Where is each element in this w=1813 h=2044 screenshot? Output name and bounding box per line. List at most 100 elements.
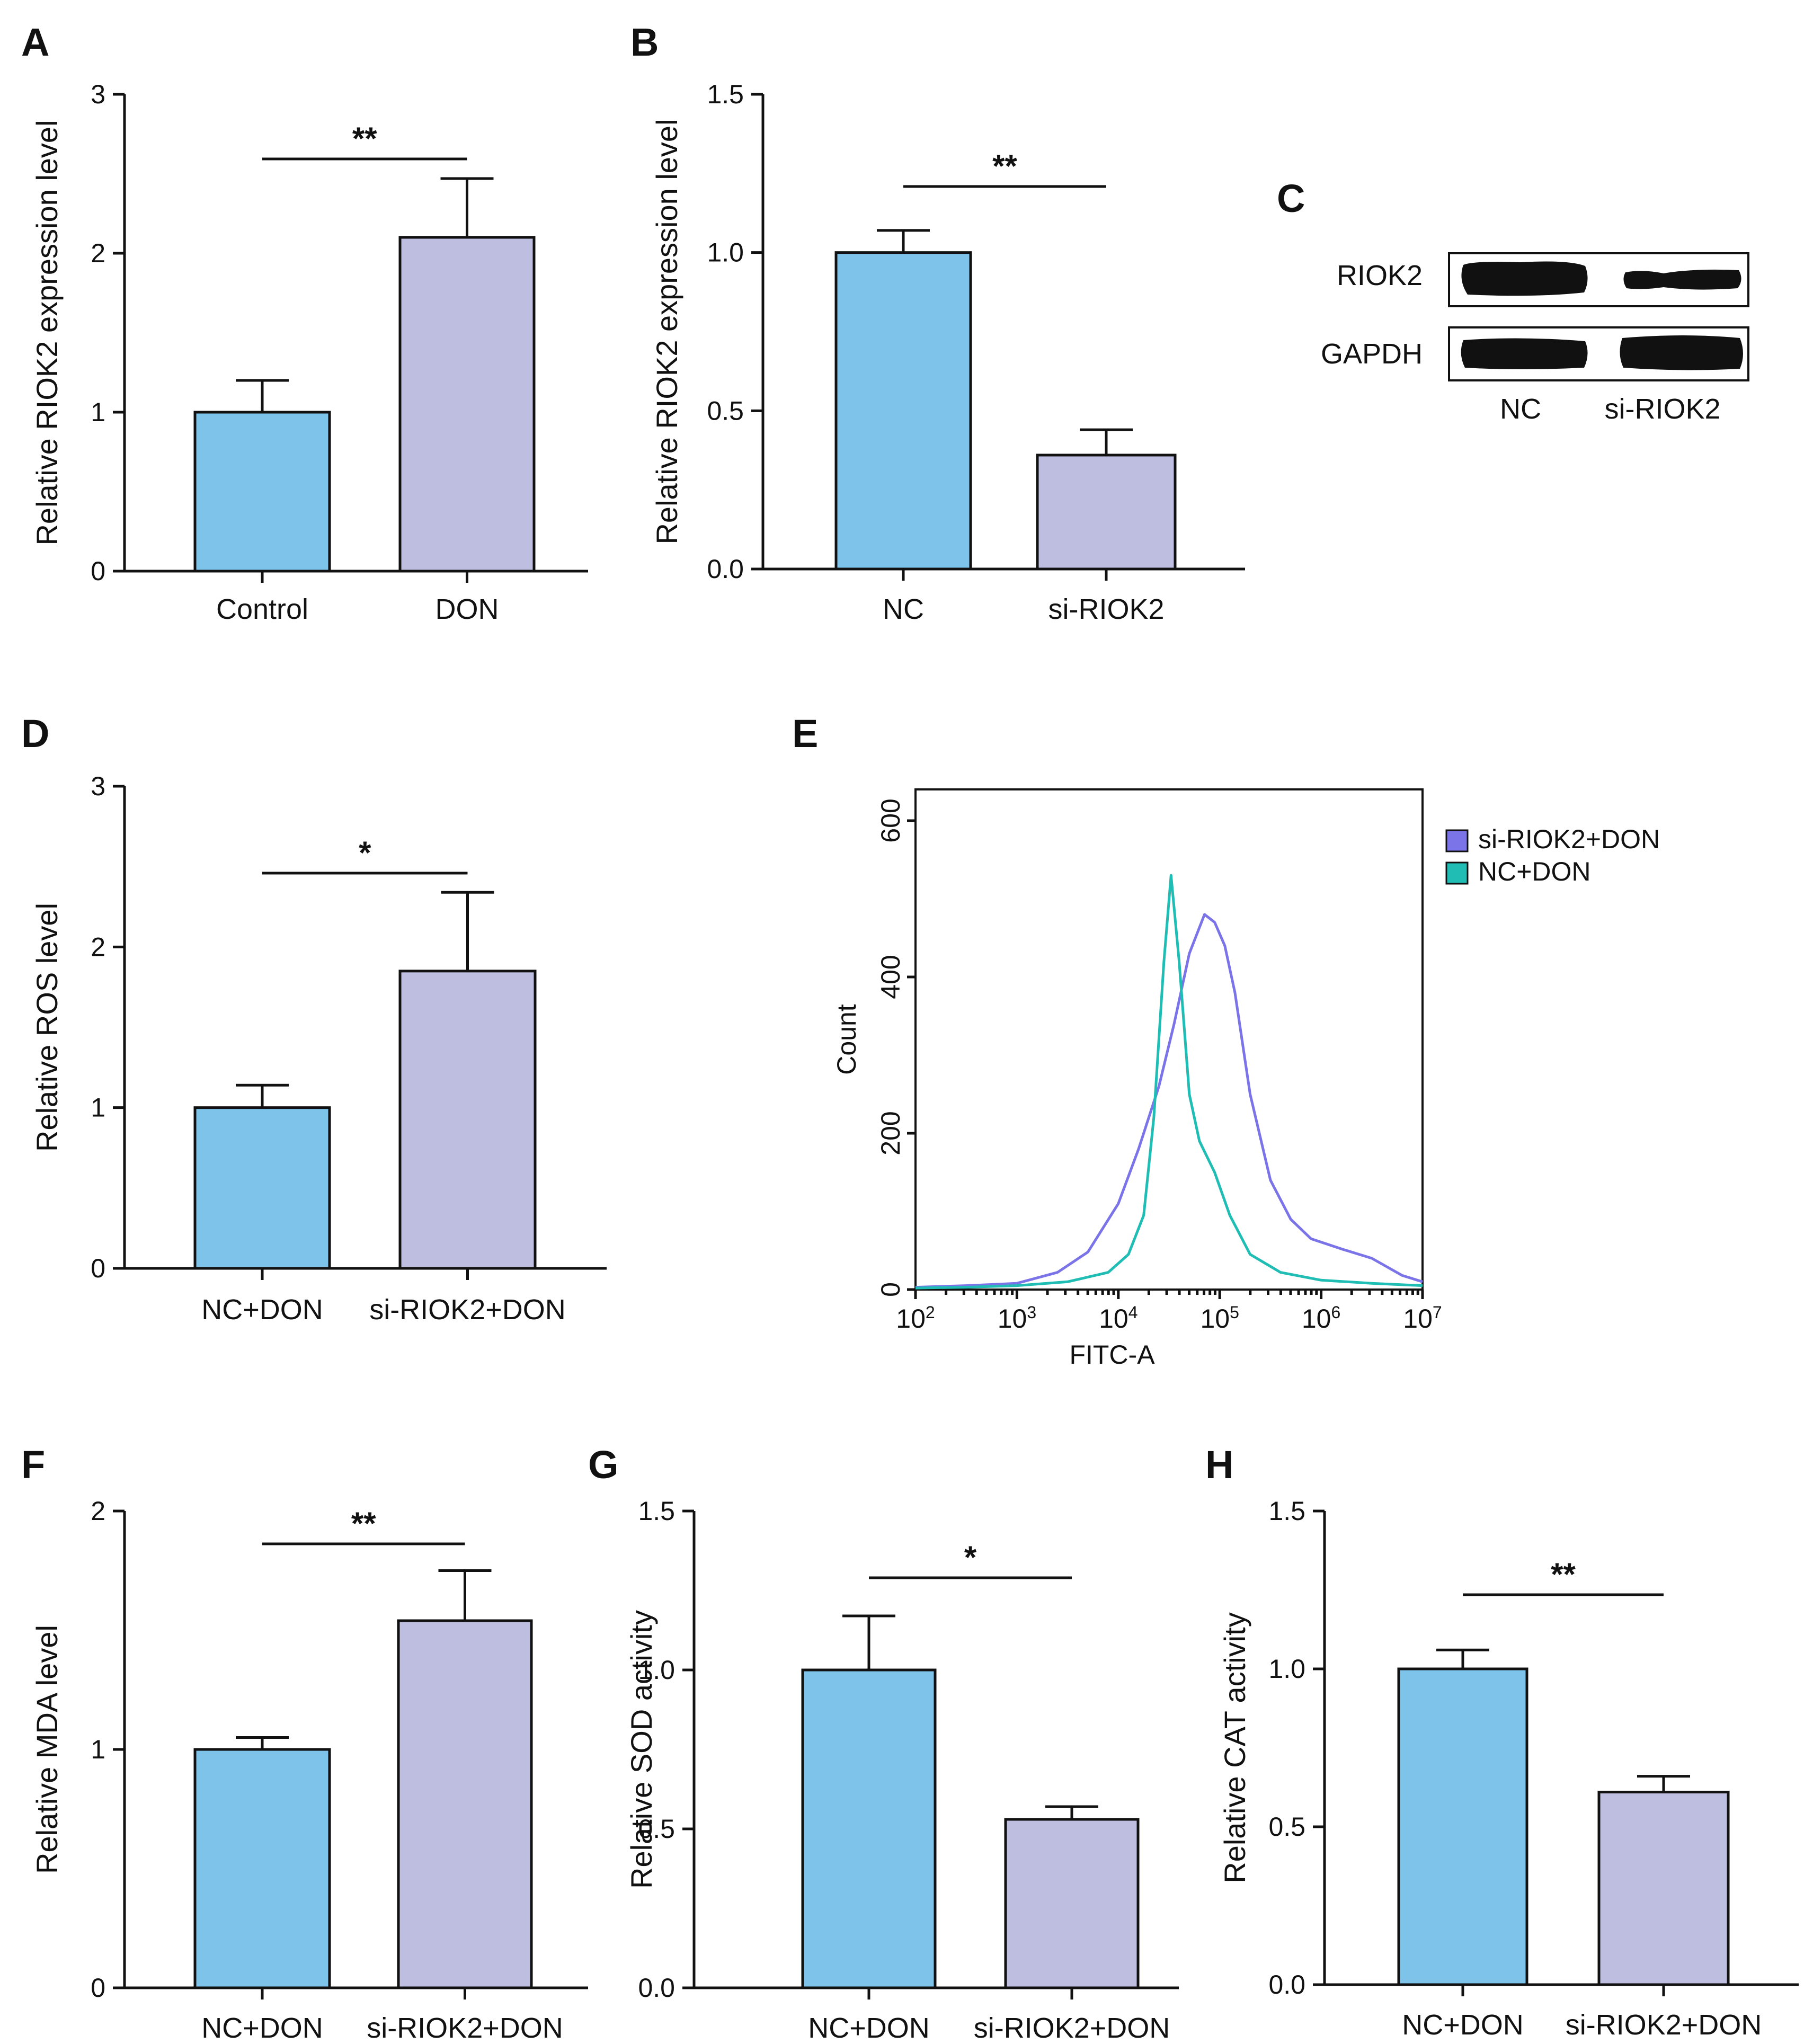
bar-1 xyxy=(193,1106,331,1270)
significance-marker: * xyxy=(359,835,371,870)
category-label: si-RIOK2+DON xyxy=(367,2012,563,2044)
bar-1 xyxy=(1397,1667,1528,1986)
category-label: Control xyxy=(216,593,308,625)
category-label: si-RIOK2+DON xyxy=(974,2012,1170,2044)
bar-2 xyxy=(1036,454,1177,571)
y-tick-label: 0.5 xyxy=(638,1814,675,1844)
bar-1 xyxy=(193,1748,331,1989)
blot-lane-label: NC xyxy=(1500,393,1541,425)
x-tick-label: 107 xyxy=(1403,1303,1442,1334)
y-tick-label: 0 xyxy=(91,1973,105,2003)
panel-letter: G xyxy=(588,1443,619,1487)
legend-swatch xyxy=(1445,829,1469,852)
panel-letter: A xyxy=(21,20,49,64)
blot-band xyxy=(1461,338,1588,369)
significance-marker: * xyxy=(964,1540,977,1575)
plot-frame xyxy=(914,788,1424,1291)
panel-letter: D xyxy=(21,712,49,756)
blot-lane-label: si-RIOK2 xyxy=(1604,393,1720,425)
category-label: NC xyxy=(883,593,924,625)
bar-2 xyxy=(1597,1790,1730,1986)
panel-letter: F xyxy=(21,1443,45,1487)
category-label: NC+DON xyxy=(201,2012,323,2044)
x-tick-label: 104 xyxy=(1099,1303,1137,1334)
y-tick-label: 1 xyxy=(91,1093,105,1123)
category-label: si-RIOK2+DON xyxy=(369,1294,566,1326)
panel-g: G 0.0 0.5 1.0 1.5 Relative SOD activity NC+DON… xyxy=(588,1443,1179,2044)
category-label: NC+DON xyxy=(808,2012,930,2044)
blot-band xyxy=(1461,261,1588,296)
bar-2 xyxy=(398,970,537,1270)
y-axis-label: Relative SOD activity xyxy=(625,1610,658,1889)
blot-frame xyxy=(1448,326,1749,381)
y-tick-label: 1.5 xyxy=(707,79,744,109)
y-axis-label: Relative CAT activity xyxy=(1218,1612,1251,1883)
category-label: NC+DON xyxy=(201,1294,323,1326)
y-tick-label: 2 xyxy=(91,1496,105,1526)
bar-2 xyxy=(397,1619,533,1989)
blot-band xyxy=(1620,335,1743,370)
y-tick-label: 0.0 xyxy=(707,554,744,584)
significance-marker: ** xyxy=(992,148,1017,184)
panel-a: A 0 1 2 3 Relative RIOK2 expression level Cont… xyxy=(21,20,588,625)
panel-letter: H xyxy=(1205,1443,1233,1487)
x-axis-label: FITC-A xyxy=(1069,1340,1155,1370)
significance-marker: ** xyxy=(352,121,377,156)
category-label: NC+DON xyxy=(1402,2009,1524,2041)
bar-2 xyxy=(398,236,536,573)
y-tick-label: 0.5 xyxy=(707,396,744,425)
panel-d: D 0 1 2 3 Relative ROS level NC+DON si-RIOK2+DO… xyxy=(21,712,607,1326)
x-tick-label: 105 xyxy=(1200,1303,1239,1334)
y-tick-label: 1.0 xyxy=(638,1655,675,1685)
bar-2 xyxy=(1004,1818,1140,1989)
y-tick-label: 1.5 xyxy=(638,1496,675,1526)
y-tick-label: 1.0 xyxy=(707,238,744,268)
panel-h: H 0.0 0.5 1.0 1.5 Relative CAT activity NC+DON… xyxy=(1205,1443,1799,2041)
panel-c: C RIOK2 GAPDH NC si-RIOK2 xyxy=(1277,176,1749,425)
y-tick-label: 3 xyxy=(91,79,105,109)
y-tick-label: 2 xyxy=(91,932,105,962)
bar-1 xyxy=(193,411,331,573)
y-tick-label: 0.0 xyxy=(1268,1970,1305,1999)
blot-row-label: GAPDH xyxy=(1321,338,1423,370)
x-tick-label: 102 xyxy=(896,1303,935,1334)
y-axis-label: Relative MDA level xyxy=(30,1625,64,1874)
bar-1 xyxy=(834,251,972,571)
panel-letter: E xyxy=(792,712,818,756)
y-tick-label: 400 xyxy=(876,955,905,999)
y-axis-label: Count xyxy=(832,1004,861,1075)
blot-row-label: RIOK2 xyxy=(1337,260,1423,291)
legend-swatch xyxy=(1445,861,1469,885)
blot-frame xyxy=(1448,252,1749,307)
x-tick-label: 106 xyxy=(1302,1303,1340,1334)
y-tick-label: 1.0 xyxy=(1268,1654,1305,1684)
blot-band xyxy=(1623,269,1741,290)
y-tick-label: 0 xyxy=(91,1254,105,1283)
category-label: si-RIOK2 xyxy=(1048,593,1164,625)
histogram-series-1 xyxy=(915,913,1423,1289)
panel-b: B 0.0 0.5 1.0 1.5 Relative RIOK2 expression l… xyxy=(630,20,1245,625)
y-axis-label: Relative RIOK2 expression level xyxy=(30,120,64,545)
x-tick-label: 103 xyxy=(998,1303,1036,1334)
legend-entry: NC+DON xyxy=(1478,857,1591,886)
panel-e: E 0 200 400 600 102 103 104 105 106 107 FITC-A Count… xyxy=(792,712,1660,1370)
panel-letter: C xyxy=(1277,176,1305,220)
significance-marker: ** xyxy=(1551,1557,1576,1592)
category-label: DON xyxy=(436,593,499,625)
histogram-series-2 xyxy=(915,874,1423,1290)
y-tick-label: 0 xyxy=(876,1282,905,1297)
panel-letter: B xyxy=(630,20,659,64)
y-tick-label: 0.0 xyxy=(638,1973,675,2003)
y-tick-label: 2 xyxy=(91,238,105,268)
y-tick-label: 600 xyxy=(876,798,905,842)
y-tick-label: 1 xyxy=(91,1735,105,1764)
bar-1 xyxy=(801,1668,937,1989)
y-tick-label: 1 xyxy=(91,397,105,427)
significance-marker: ** xyxy=(351,1506,376,1541)
y-tick-label: 0.5 xyxy=(1268,1812,1305,1842)
category-label: si-RIOK2+DON xyxy=(1566,2009,1762,2041)
y-tick-label: 200 xyxy=(876,1111,905,1155)
y-axis-label: Relative ROS level xyxy=(30,903,64,1152)
y-axis-label: Relative RIOK2 expression level xyxy=(650,119,683,544)
